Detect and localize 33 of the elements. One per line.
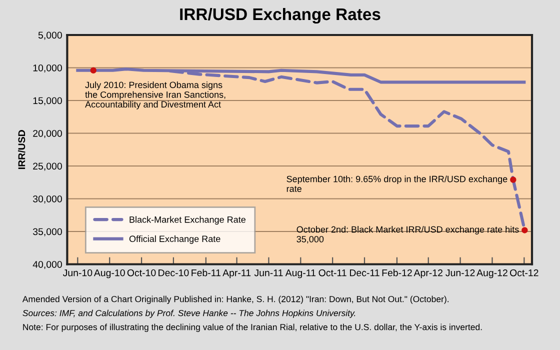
x-tick-label: Dec-11 xyxy=(350,269,380,276)
annotation: October 2nd: Black Market IRR/USD exchange rate hits 35,000 xyxy=(296,226,519,244)
x-tick-label: Jun-10 xyxy=(62,269,92,276)
legend-label: Official Exchange Rate xyxy=(129,235,220,244)
x-tick-label: Aug-11 xyxy=(285,269,316,278)
annotation: September 10th: 9.65% drop in the IRR/USD exchange rate xyxy=(286,176,508,192)
x-tick-label: Jun-12 xyxy=(446,269,475,276)
chart-title: IRR/USD Exchange Rates xyxy=(180,8,380,24)
x-tick-label: Dec-10 xyxy=(158,269,189,276)
x-tick-label: Apr-12 xyxy=(414,269,442,278)
x-tick-label: Aug-10 xyxy=(94,269,125,278)
y-tick-label: 5,000 xyxy=(38,32,62,40)
source-note: Sources: IMF, and Calculations by Prof. Steve Hanke -- The Johns Hopkins University. xyxy=(22,310,356,318)
y-tick-label: 25,000 xyxy=(33,162,62,171)
y-tick-label: 15,000 xyxy=(33,97,62,106)
legend-label: Black-Market Exchange Rate xyxy=(130,216,246,225)
text: Amended Version of a Chart Originally Published in: Hanke, S. H. (2012) "Iran: Down, But Not Out." (October). xyxy=(22,296,448,304)
y-tick-label: 10,000 xyxy=(33,64,62,73)
x-tick-label: Oct-11 xyxy=(318,269,346,276)
y-axis-title: IRR/USD xyxy=(18,130,26,169)
x-tick-label: Apr-11 xyxy=(222,269,251,278)
y-tick-label: 20,000 xyxy=(33,130,62,138)
x-tick-label: Feb-12 xyxy=(382,269,412,276)
x-tick-label: Oct-12 xyxy=(510,269,538,276)
text: Note: For purposes of illustrating the declining value of the Iranian Rial, relative to the U.S. dollar, the Y-axis is inverted. xyxy=(23,324,482,332)
x-tick-label: Feb-11 xyxy=(192,269,220,276)
y-tick-label: 30,000 xyxy=(32,195,62,204)
y-tick-label: 40,000 xyxy=(32,260,62,270)
annotation: July 2010: President Obama signs the Comprehensive Iran Sanctions, Accountability and Divestment Act xyxy=(85,81,226,110)
x-tick-label: Oct-10 xyxy=(127,269,156,276)
y-tick-label: 35,000 xyxy=(32,228,62,236)
x-tick-label: Jun-11 xyxy=(254,269,283,276)
x-tick-label: Aug-12 xyxy=(476,269,508,278)
